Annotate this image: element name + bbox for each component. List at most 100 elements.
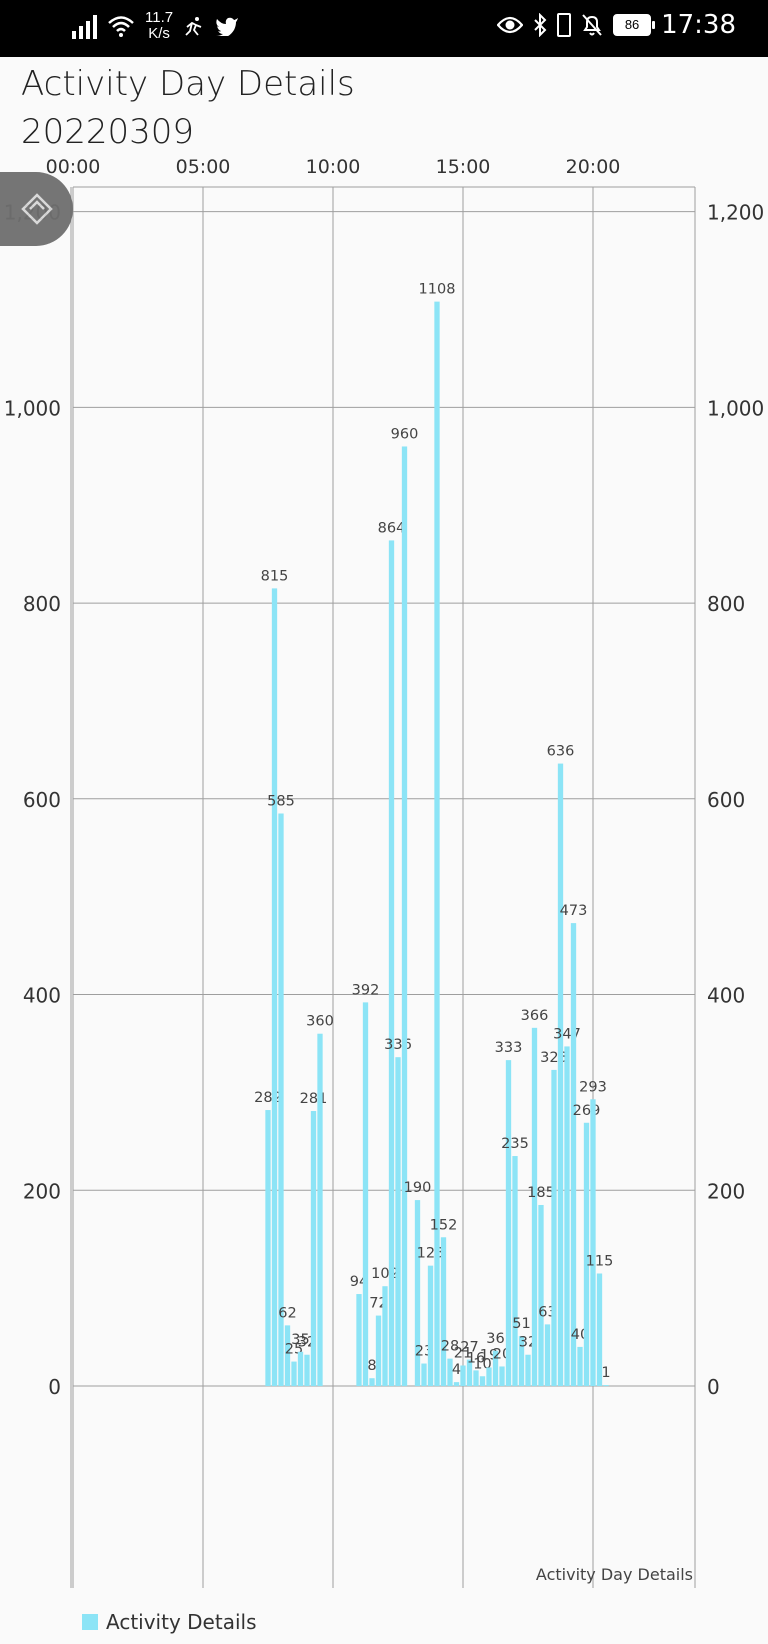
bar — [577, 1346, 583, 1387]
bar-value-label: 21 — [454, 1345, 472, 1361]
bar-value-label: 293 — [579, 1079, 607, 1095]
bar — [317, 1033, 323, 1387]
y-tick-label-right: 600 — [707, 788, 745, 812]
bar — [525, 1354, 531, 1387]
net-speed: 11.7 K/s — [145, 10, 173, 42]
bar — [596, 1273, 603, 1387]
bar — [466, 1359, 473, 1387]
y-tick-label-left: 400 — [23, 984, 61, 1008]
bar — [278, 813, 284, 1387]
bar — [388, 540, 395, 1387]
bar — [427, 1265, 434, 1387]
bar-value-label: 960 — [391, 426, 419, 442]
bar — [284, 1325, 291, 1387]
legend-swatch — [82, 1614, 98, 1630]
signal-icon — [72, 13, 97, 39]
diamond-icon — [20, 193, 53, 225]
bar-value-label: 864 — [378, 520, 406, 536]
bar-value-label: 16 — [467, 1350, 485, 1366]
bar — [499, 1366, 505, 1387]
bar — [557, 763, 564, 1387]
bar-value-label: 28 — [441, 1339, 459, 1355]
vibrate-icon — [557, 13, 572, 37]
bar — [440, 1237, 447, 1387]
bar-value-label: 347 — [553, 1026, 581, 1042]
net-speed-unit: K/s — [148, 25, 170, 42]
x-tick-label: 20:00 — [566, 156, 621, 178]
y-tick-label-right: 0 — [707, 1375, 720, 1399]
battery-level: 86 — [624, 17, 640, 32]
y-tick-label-right: 400 — [707, 984, 745, 1008]
bar-value-label: 636 — [547, 744, 575, 760]
bar-value-label: 360 — [306, 1014, 334, 1030]
bar-value-label: 392 — [352, 982, 380, 998]
bar — [401, 446, 408, 1387]
y-tick-label-right: 1,200 — [707, 201, 764, 225]
battery-icon: 86 — [613, 14, 656, 36]
bar-value-label: 152 — [430, 1217, 458, 1233]
bar — [479, 1376, 486, 1387]
bar-value-label: 333 — [495, 1040, 523, 1056]
bar — [492, 1350, 499, 1387]
bar-value-label: 815 — [261, 568, 289, 584]
chart-legend: Activity Details — [82, 1610, 257, 1634]
bar-value-label: 473 — [560, 903, 588, 919]
bar — [473, 1370, 479, 1387]
bar — [531, 1027, 538, 1387]
bar-value-label: 1 — [601, 1365, 610, 1381]
net-speed-value: 11.7 — [145, 9, 174, 26]
bar — [512, 1156, 518, 1387]
bar-value-label: 8 — [367, 1358, 376, 1374]
bar — [304, 1354, 310, 1387]
floating-action-button[interactable] — [0, 172, 73, 246]
wifi-icon — [108, 16, 134, 37]
x-tick-label: 00:00 — [46, 156, 101, 178]
bar — [375, 1315, 382, 1387]
bar — [538, 1204, 544, 1387]
y-tick-label-right: 1,000 — [707, 396, 764, 420]
bar-value-label: 4 — [452, 1362, 461, 1378]
bar-value-label: 36 — [486, 1331, 504, 1347]
bar — [265, 1110, 271, 1387]
eye-icon — [497, 16, 524, 34]
legend-label: Activity Details — [106, 1610, 257, 1634]
chart-description: Activity Day Details — [536, 1565, 693, 1584]
bar — [505, 1060, 512, 1387]
bar — [362, 1002, 369, 1387]
bar — [434, 301, 440, 1387]
bar — [291, 1361, 297, 1387]
y-tick-label-left: 600 — [23, 788, 61, 812]
bar — [271, 588, 278, 1387]
bar-value-label: 185 — [527, 1185, 555, 1201]
status-bar: 11.7 K/s 86 17:38 — [0, 0, 768, 57]
bar-value-label: 35 — [291, 1332, 309, 1348]
y-tick-label-left: 0 — [48, 1375, 61, 1399]
status-time: 17:38 — [661, 10, 736, 40]
bell-off-icon — [582, 14, 602, 36]
bar — [486, 1367, 492, 1387]
bar-value-label: 281 — [300, 1091, 328, 1107]
bar-value-label: 190 — [404, 1180, 432, 1196]
bar — [356, 1294, 362, 1387]
bar — [551, 1069, 557, 1387]
bar-value-label: 323 — [540, 1050, 568, 1066]
bar — [590, 1099, 596, 1387]
bar-value-label: 62 — [278, 1305, 296, 1321]
x-tick-label: 10:00 — [306, 156, 361, 178]
x-tick-label: 05:00 — [176, 156, 231, 178]
bar — [518, 1336, 525, 1387]
activity-icon — [185, 17, 202, 36]
bar — [570, 923, 577, 1387]
bar — [369, 1378, 375, 1387]
y-tick-label-left: 200 — [23, 1179, 61, 1203]
bar-value-label: 115 — [586, 1253, 614, 1269]
bar — [447, 1358, 453, 1387]
bluetooth-icon — [534, 13, 547, 37]
bar-value-label: 336 — [384, 1037, 412, 1053]
page-title: Activity Day Details 20220309 — [21, 60, 355, 156]
bar-value-label: 282 — [254, 1090, 282, 1106]
y-tick-label-left: 800 — [23, 592, 61, 616]
bar — [460, 1365, 466, 1387]
y-tick-label-left: 1,000 — [4, 396, 61, 420]
